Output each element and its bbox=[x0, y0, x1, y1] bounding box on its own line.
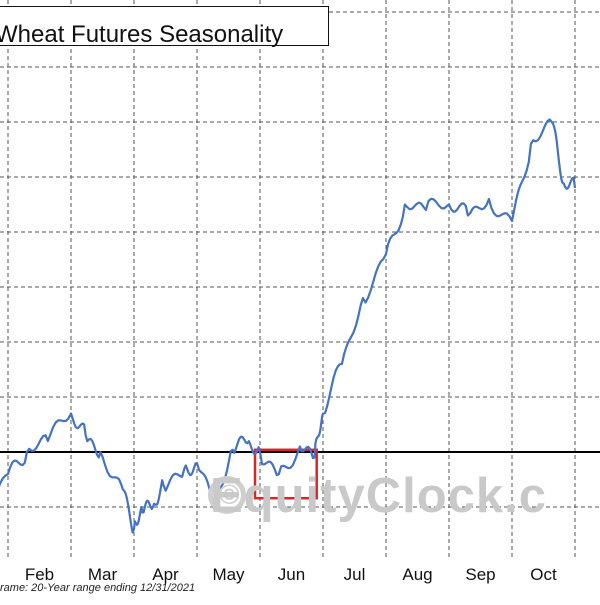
chart-footer-note: rame: 20-Year range ending 12/31/2021 bbox=[0, 582, 196, 594]
series-group bbox=[0, 118, 577, 534]
gridlines bbox=[0, 0, 600, 560]
x-tick-label-apr: Apr bbox=[152, 565, 179, 584]
x-tick-label-mar: Mar bbox=[88, 565, 118, 584]
watermark-text: EquityClock.c bbox=[210, 469, 548, 523]
x-tick-label-sep: Sep bbox=[465, 565, 495, 584]
june-highlight-box bbox=[253, 448, 318, 500]
chart-title: Wheat Futures Seasonality bbox=[0, 21, 284, 48]
x-tick-label-may: May bbox=[212, 565, 245, 584]
x-tick-label-oct: Oct bbox=[530, 565, 557, 584]
watermark-copyright-icon: © bbox=[208, 476, 246, 514]
x-tick-label-aug: Aug bbox=[402, 565, 432, 584]
x-tick-label-feb: Feb bbox=[25, 565, 54, 584]
x-axis-ticks: Feb Mar Apr May Jun Jul Aug Sep Oct bbox=[25, 565, 557, 584]
x-tick-label-jun: Jun bbox=[278, 565, 305, 584]
chart-title-box: Wheat Futures Seasonality bbox=[0, 6, 329, 48]
x-tick-label-jul: Jul bbox=[344, 565, 366, 584]
series-line-0 bbox=[0, 118, 577, 534]
